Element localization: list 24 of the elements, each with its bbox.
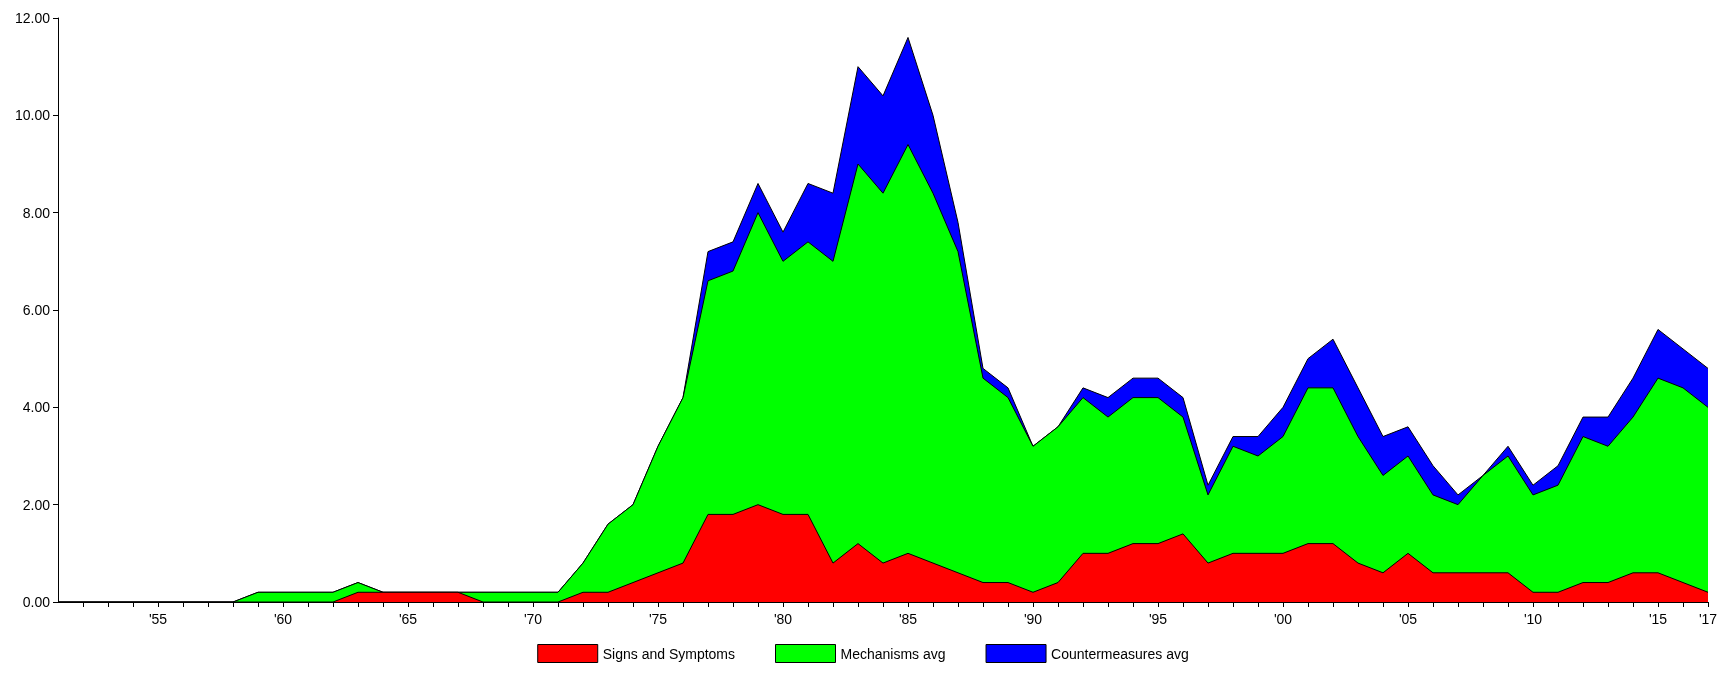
y-tick-label: 4.00 [22, 399, 51, 416]
y-tick-label: 0.00 [22, 594, 51, 610]
x-tick-label: '05 [1398, 611, 1418, 627]
x-tick-label: '85 [898, 611, 918, 627]
legend-label: Countermeasures avg [1051, 645, 1189, 662]
y-tick-label: 12.00 [14, 10, 51, 26]
x-tick-label: '15 [1648, 611, 1668, 627]
x-tick-label: '60 [273, 611, 293, 627]
x-tick-label: '00 [1273, 611, 1293, 627]
y-tick-label: 6.00 [22, 302, 51, 318]
x-tick-label: '80 [773, 611, 793, 627]
y-tick-label: 8.00 [22, 204, 51, 221]
x-tick-label: '70 [523, 611, 543, 627]
y-tick-label: 2.00 [22, 496, 51, 513]
y-tick-label: 10.00 [14, 107, 51, 124]
x-tick-label: '90 [1023, 611, 1043, 627]
legend-label: Mechanisms avg [840, 645, 946, 662]
x-tick-label: '17 [1698, 611, 1718, 627]
x-tick-label: '95 [1148, 611, 1168, 627]
legend-label: Signs and Symptoms [602, 645, 736, 662]
x-tick-label: '75 [648, 611, 668, 627]
x-tick-label: '65 [398, 611, 418, 627]
x-tick-label: '10 [1523, 611, 1543, 627]
x-tick-label: '55 [148, 611, 168, 627]
